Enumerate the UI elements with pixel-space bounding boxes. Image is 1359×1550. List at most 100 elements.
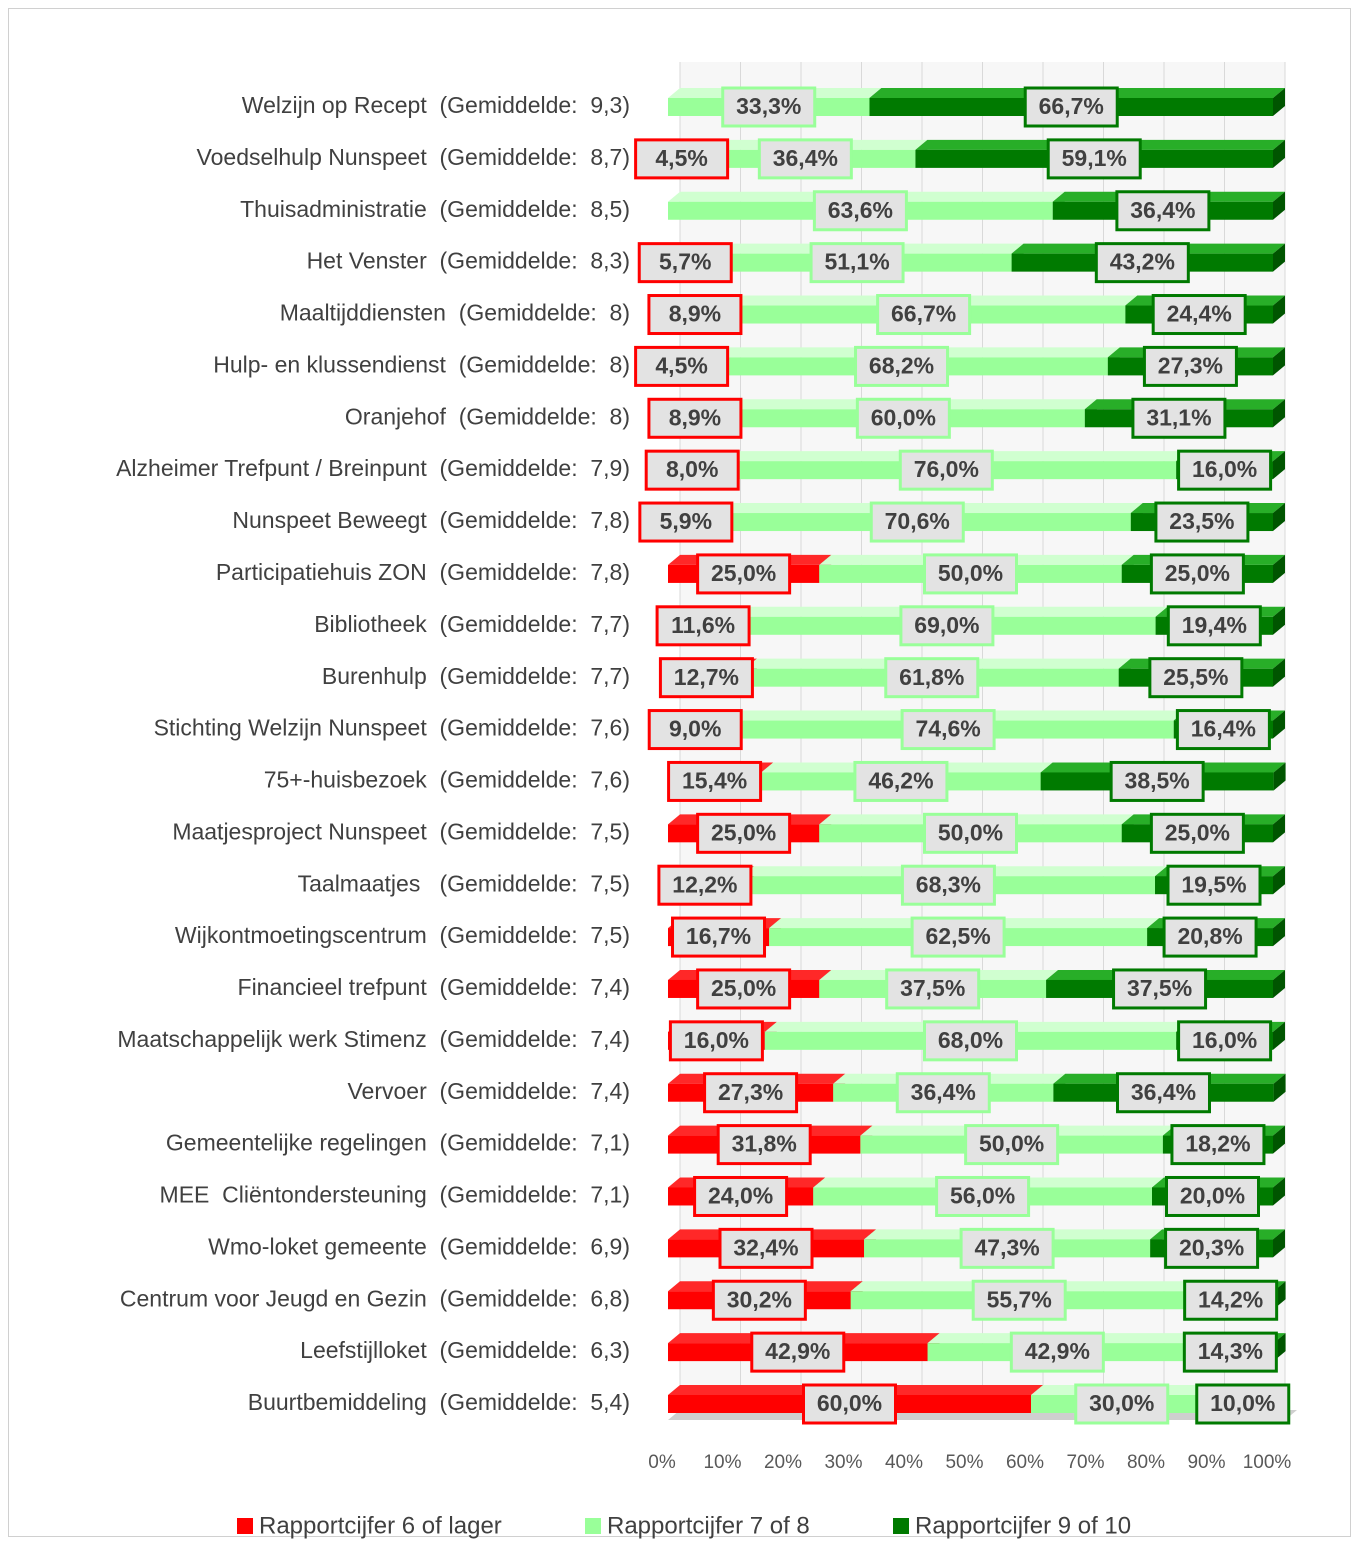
value-label-box (1148, 657, 1244, 699)
value-label: 42,9% (1025, 1338, 1090, 1364)
category-label: Oranjehof (Gemiddelde: 8) (345, 403, 630, 429)
category-label: Maaltijddiensten (Gemiddelde: 8) (280, 300, 630, 326)
value-label-box (853, 760, 949, 802)
value-label: 25,0% (711, 560, 776, 586)
value-label: 24,4% (1167, 301, 1232, 327)
value-label-box (1115, 1072, 1211, 1114)
value-label: 36,4% (1130, 197, 1195, 223)
value-label: 25,0% (711, 819, 776, 845)
value-label: 14,3% (1198, 1338, 1263, 1364)
legend-label: Rapportcijfer 9 of 10 (915, 1512, 1131, 1539)
legend-swatch (237, 1518, 253, 1534)
category-label: Financieel trefpunt (Gemiddelde: 7,4) (238, 974, 630, 1000)
value-label: 42,9% (765, 1338, 830, 1364)
value-label-box (923, 812, 1018, 854)
value-label: 30,0% (1089, 1390, 1154, 1416)
value-label-box (1162, 916, 1258, 958)
value-label: 74,6% (916, 716, 981, 742)
value-label-box (885, 968, 981, 1010)
category-label: Wijkontmoetingscentrum (Gemiddelde: 7,5) (175, 922, 630, 948)
value-label: 43,2% (1110, 249, 1175, 275)
category-label: Bibliotheek (Gemiddelde: 7,7) (314, 611, 630, 637)
bar-side (1273, 554, 1285, 583)
value-label-box (696, 968, 792, 1010)
value-label-box (750, 1331, 846, 1373)
value-label: 68,2% (869, 352, 934, 378)
value-label: 25,0% (1165, 560, 1230, 586)
bar-side (1273, 295, 1285, 324)
value-label: 50,0% (938, 819, 1003, 845)
bar-side (1273, 1125, 1285, 1154)
value-label: 63,6% (828, 197, 893, 223)
value-label-box (647, 294, 743, 336)
value-label-box (657, 864, 753, 906)
value-label-box (1154, 501, 1250, 543)
category-label: Maatschappelijk werk Stimenz (Gemiddelde… (117, 1026, 630, 1052)
value-label: 61,8% (899, 664, 964, 690)
value-label-box (1009, 1331, 1105, 1373)
bar-side (1273, 399, 1285, 428)
category-label: 75+-huisbezoek (Gemiddelde: 7,6) (264, 767, 630, 793)
x-tick-label: 50% (945, 1452, 983, 1473)
value-label-box (1023, 86, 1119, 128)
value-label-box (1166, 864, 1262, 906)
value-label-box (667, 760, 763, 802)
value-label: 70,6% (885, 508, 950, 534)
value-label: 4,5% (655, 352, 707, 378)
value-label: 50,0% (938, 560, 1003, 586)
value-label-box (959, 1227, 1055, 1269)
bar-side (1273, 710, 1285, 739)
bar-side (1273, 139, 1285, 168)
value-label-box (1177, 1020, 1273, 1062)
value-label: 20,8% (1177, 923, 1242, 949)
value-label-box (693, 1175, 789, 1217)
value-label: 25,0% (711, 975, 776, 1001)
value-label: 31,8% (732, 1131, 797, 1157)
value-label-box (900, 864, 996, 906)
value-label: 12,7% (674, 664, 739, 690)
value-label: 30,2% (727, 1286, 792, 1312)
value-label-box (658, 657, 754, 699)
value-label: 8,0% (666, 456, 718, 482)
value-label-box (1177, 449, 1273, 491)
value-label-box (1164, 1227, 1260, 1269)
category-label: Taalmaatjes (Gemiddelde: 7,5) (298, 870, 630, 896)
value-label-box (647, 709, 743, 751)
bar-side (1273, 1229, 1285, 1258)
value-label: 25,5% (1163, 664, 1228, 690)
category-label: Burenhulp (Gemiddelde: 7,7) (322, 663, 630, 689)
category-label: Vervoer (Gemiddelde: 7,4) (347, 1078, 630, 1104)
value-label-box (1142, 345, 1238, 387)
value-label-box (1170, 1124, 1266, 1166)
value-label: 51,1% (824, 249, 889, 275)
category-label: Hulp- en klussendienst (Gemiddelde: 8) (213, 351, 630, 377)
value-label: 20,3% (1179, 1234, 1244, 1260)
value-label-box (923, 553, 1018, 595)
bar-side (1273, 88, 1285, 116)
value-label-box (1074, 1383, 1170, 1425)
category-label: Buurtbemiddeling (Gemiddelde: 5,4) (248, 1389, 630, 1415)
value-label-box (802, 1383, 897, 1425)
value-label-box (671, 916, 767, 958)
value-label: 36,4% (1131, 1079, 1196, 1105)
value-label-box (1166, 605, 1262, 647)
value-label: 20,0% (1180, 1183, 1245, 1209)
value-label: 27,3% (718, 1079, 783, 1105)
bar-side (1273, 814, 1285, 843)
value-label-box (899, 605, 995, 647)
value-label: 19,4% (1182, 612, 1247, 638)
value-label-box (809, 242, 905, 284)
value-label-box (923, 1020, 1018, 1062)
value-label: 60,0% (817, 1390, 882, 1416)
value-label: 36,4% (773, 145, 838, 171)
category-label: MEE Cliëntondersteuning (Gemiddelde: 7,1… (160, 1182, 630, 1208)
value-label-box (854, 345, 950, 387)
category-label: Wmo-loket gemeente (Gemiddelde: 6,9) (208, 1233, 630, 1259)
value-label: 24,0% (708, 1183, 773, 1209)
category-label: Centrum voor Jeugd en Gezin (Gemiddelde:… (120, 1285, 630, 1311)
value-label-box (935, 1175, 1031, 1217)
bar-side (1273, 451, 1285, 480)
value-label: 76,0% (914, 456, 979, 482)
category-label: Thuisadministratie (Gemiddelde: 8,5) (240, 196, 630, 222)
